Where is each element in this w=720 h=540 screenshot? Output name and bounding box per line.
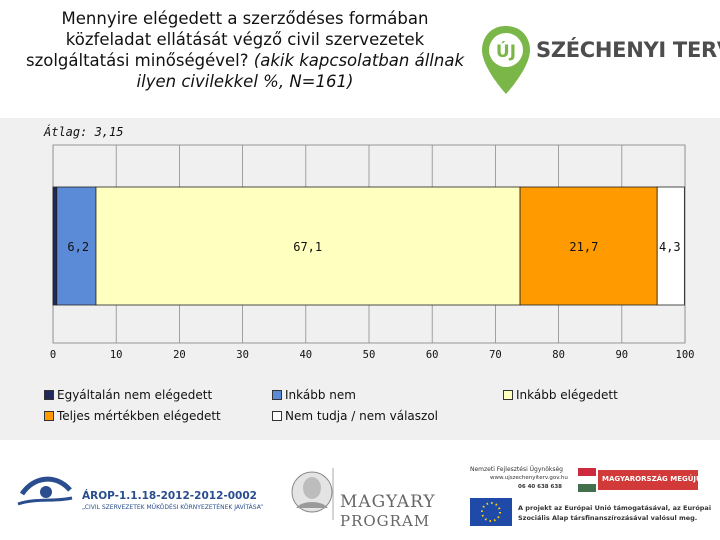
bar-segment	[519, 186, 658, 306]
magyary-line2: PROGRAM	[340, 512, 431, 530]
legend-item: Inkább elégedett	[503, 388, 618, 402]
legend-item: Inkább nem	[272, 388, 356, 402]
title-italic: (akik kapcsolatban állnak ilyen civilekk…	[136, 51, 465, 91]
x-tick-label: 20	[173, 349, 186, 361]
nfu-name: Nemzeti Fejlesztési Ügynökség	[470, 466, 563, 473]
arop-logo-icon	[17, 476, 73, 506]
arop-code: ÁROP-1.1.18-2012-2012-0002	[82, 490, 257, 502]
x-tick-label: 50	[363, 349, 376, 361]
magyary-line1: MAGYARY	[340, 492, 436, 512]
eu-text-1: A projekt az Európai Unió támogatásával,…	[518, 504, 712, 512]
data-label: 21,7	[569, 240, 598, 254]
legend-item: Nem tudja / nem válaszol	[272, 409, 438, 423]
legend-swatch	[44, 411, 54, 421]
chart-panel: Átlag: 3,15 0 10 20 30 40 50 60 70 80 90 100 6,2 67,…	[0, 118, 720, 440]
bar-segment	[52, 186, 58, 306]
nfu-web: www.ujszechenyiterv.gov.hu	[490, 475, 568, 481]
legend-swatch	[272, 390, 282, 400]
legend-swatch	[44, 390, 54, 400]
map-pin-icon: ÚJ	[482, 26, 530, 94]
x-tick-label: 10	[110, 349, 123, 361]
title-plain: Mennyire elégedett a szerződéses formába…	[25, 9, 429, 70]
logo-text: SZÉCHENYI TERV	[536, 38, 720, 62]
x-tick-label: 30	[236, 349, 249, 361]
stacked-bar-chart: 0 10 20 30 40 50 60 70 80 90 100 6,2 67,1 21,7 4,3	[50, 144, 695, 361]
x-tick-label: 70	[489, 349, 502, 361]
legend-label: Inkább elégedett	[516, 388, 618, 402]
legend-label: Inkább nem	[285, 388, 356, 402]
legend-label: Teljes mértékben elégedett	[57, 409, 221, 423]
footer: ÁROP-1.1.18-2012-2012-0002 „CIVIL SZERVE…	[0, 448, 720, 540]
hungary-flag-icon	[578, 468, 698, 492]
bar-segment	[56, 186, 97, 306]
bar-segment	[95, 186, 521, 306]
x-tick-label: 60	[426, 349, 439, 361]
x-tick-label: 90	[615, 349, 628, 361]
bar-segment	[656, 186, 685, 306]
legend-label: Egyáltalán nem elégedett	[57, 388, 213, 402]
logo-badge: ÚJ	[496, 40, 516, 62]
nfu-phone: 06 40 638 638	[518, 484, 563, 490]
x-tick-label: 80	[552, 349, 565, 361]
data-label: 67,1	[293, 240, 322, 254]
legend-swatch	[272, 411, 282, 421]
x-tick-label: 100	[676, 349, 695, 361]
legend-swatch	[503, 390, 513, 400]
legend-item: Egyáltalán nem elégedett	[44, 388, 212, 402]
legend-label: Nem tudja / nem válaszol	[285, 409, 439, 423]
x-tick-label: 40	[299, 349, 312, 361]
magyary-portrait-icon	[291, 471, 333, 513]
chart-title: Mennyire elégedett a szerződéses formába…	[20, 8, 470, 92]
arop-subtitle: „CIVIL SZERVEZETEK MŰKÖDÉSI KÖRNYEZETÉNE…	[82, 504, 264, 511]
legend-item: Teljes mértékben elégedett	[44, 409, 221, 423]
eu-flag-icon	[470, 498, 512, 526]
data-label: 6,2	[67, 240, 89, 254]
szechenyi-terv-logo: ÚJ SZÉCHENYI TERV	[478, 20, 720, 100]
data-label: 4,3	[659, 240, 681, 254]
hu-badge: MAGYARORSZÁG MEGÚJUL	[602, 475, 707, 483]
average-label: Átlag: 3,15	[44, 125, 124, 139]
x-tick-label: 0	[50, 349, 56, 361]
eu-text-2: Szociális Alap társfinanszírozásával val…	[518, 514, 698, 522]
